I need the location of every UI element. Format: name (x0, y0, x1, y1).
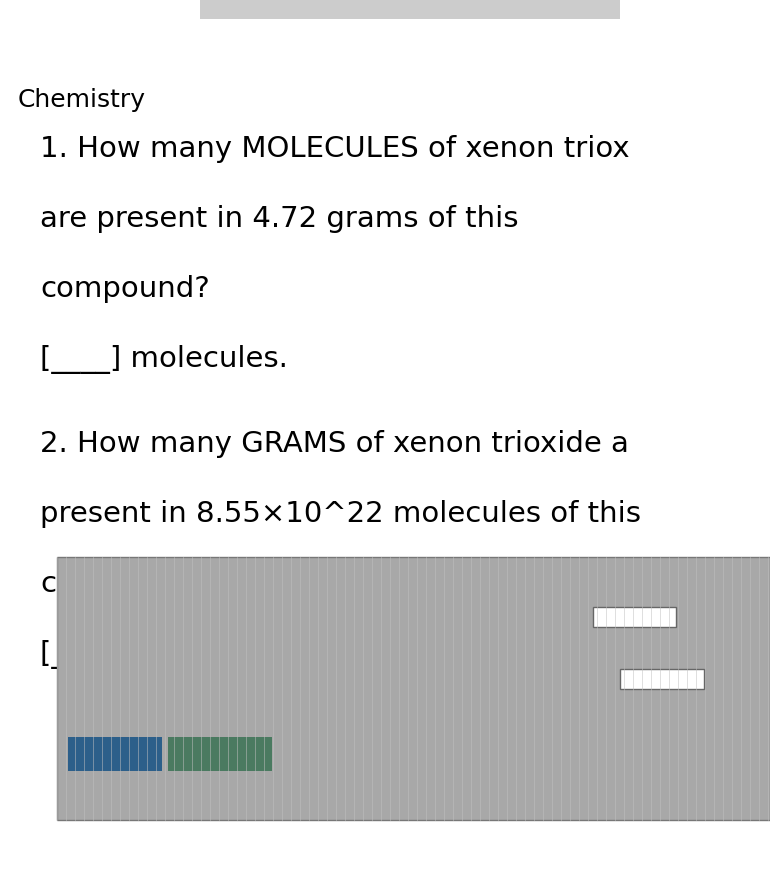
Text: GRAMS: GRAMS (147, 672, 192, 682)
Text: 2. How many GRAMS of xenon trioxide a: 2. How many GRAMS of xenon trioxide a (40, 430, 629, 458)
Text: xenon trioxide: xenon trioxide (210, 672, 300, 682)
Text: 2. How many: 2. How many (70, 672, 147, 682)
Text: Submit Answer: Submit Answer (76, 749, 154, 758)
Text: [_____] grams.: [_____] grams. (40, 640, 246, 669)
Text: grams.: grams. (706, 672, 748, 682)
Text: 8.55×10: 8.55×10 (385, 672, 437, 682)
Text: are present in: are present in (300, 672, 385, 682)
Text: compound?: compound? (40, 570, 209, 598)
Text: Retry Entire Group: Retry Entire Group (172, 749, 268, 758)
Text: 22: 22 (437, 668, 447, 677)
Text: 1. How many MOLECULES of xenon triox: 1. How many MOLECULES of xenon triox (40, 135, 630, 163)
Text: xenon trioxide: xenon trioxide (239, 610, 330, 620)
Text: are present in: are present in (330, 610, 414, 620)
Text: are present in 4.72 grams of this: are present in 4.72 grams of this (40, 205, 518, 233)
Text: Chemistry: Chemistry (18, 88, 146, 112)
Text: Use the References to access important values if needed for this questio: Use the References to access important v… (439, 568, 768, 577)
Text: compound?: compound? (40, 275, 209, 303)
Text: present in 8.55×10^22 molecules of this: present in 8.55×10^22 molecules of this (40, 500, 641, 528)
Text: No more group attempts remain: No more group attempts remain (280, 749, 427, 758)
Text: [____] molecules.: [____] molecules. (40, 345, 288, 374)
Text: 4.72: 4.72 (414, 610, 442, 620)
Text: molecules.: molecules. (678, 610, 742, 620)
Text: of: of (192, 672, 210, 682)
Text: MOLECULES: MOLECULES (147, 610, 222, 620)
Text: molecules of this compound ?: molecules of this compound ? (447, 672, 618, 682)
Text: of: of (222, 610, 239, 620)
Text: 1. How many: 1. How many (70, 610, 147, 620)
Text: grams of this compound ?: grams of this compound ? (442, 610, 591, 620)
